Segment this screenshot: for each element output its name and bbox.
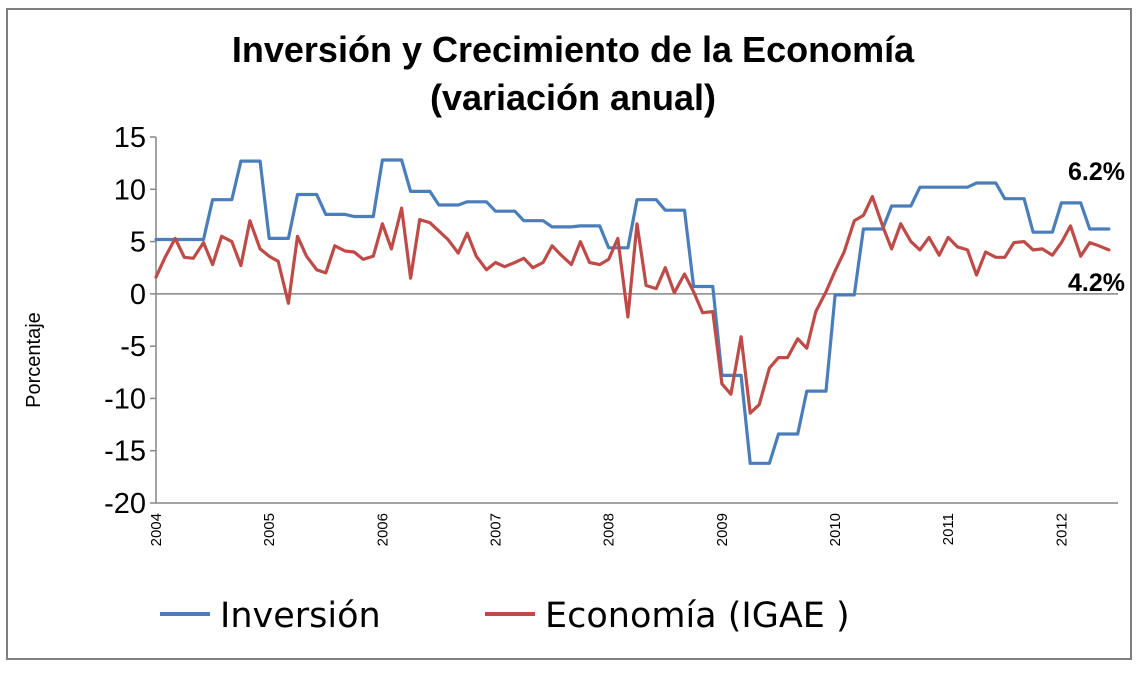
y-tick-label: 0	[130, 279, 146, 311]
chart-frame	[6, 8, 1132, 660]
x-tick-label: 2011	[940, 513, 957, 545]
y-tick-label: -5	[120, 331, 146, 363]
series-lines	[154, 158, 1111, 465]
axes	[155, 137, 1118, 504]
x-tick-label: 2004	[148, 513, 165, 546]
series-line-inversion	[154, 158, 1111, 465]
y-tick-label: -15	[104, 436, 146, 468]
y-tick-label: 5	[130, 227, 146, 259]
x-tick-labels: 2004 2005 2006 2007 2008 2009 2010 2011 2012	[148, 513, 1070, 546]
y-tick-label: -20	[104, 488, 146, 520]
y-tick-label: 10	[114, 174, 146, 206]
annotation-label: 4.2%	[1068, 269, 1125, 297]
annotations: 6.2% 4.2%	[1068, 158, 1125, 297]
x-tick-label: 2007	[488, 513, 505, 546]
x-tick-label: 2006	[374, 513, 391, 546]
legend-label: Inversión	[220, 596, 381, 636]
y-tick-label: -10	[104, 383, 146, 415]
annotation-label: 6.2%	[1068, 158, 1125, 186]
legend-label: Economía (IGAE )	[545, 596, 850, 636]
y-tick-labels: 15 10 5 0 -5 -10 -15 -20	[104, 122, 156, 520]
x-tick-label: 2008	[601, 513, 618, 546]
series-line-economia	[154, 195, 1111, 415]
x-tick-label: 2012	[1053, 513, 1070, 546]
x-tick-label: 2005	[261, 513, 278, 546]
y-tick-label: 15	[114, 122, 146, 154]
x-tick-label: 2009	[714, 513, 731, 546]
chart-title: Inversión y Crecimiento de la Economía	[232, 29, 915, 70]
y-axis-label: Porcentaje	[23, 312, 45, 408]
chart-subtitle: (variación anual)	[430, 77, 716, 118]
legend: Inversión Economía (IGAE )	[160, 596, 850, 636]
x-tick-label: 2010	[827, 513, 844, 546]
